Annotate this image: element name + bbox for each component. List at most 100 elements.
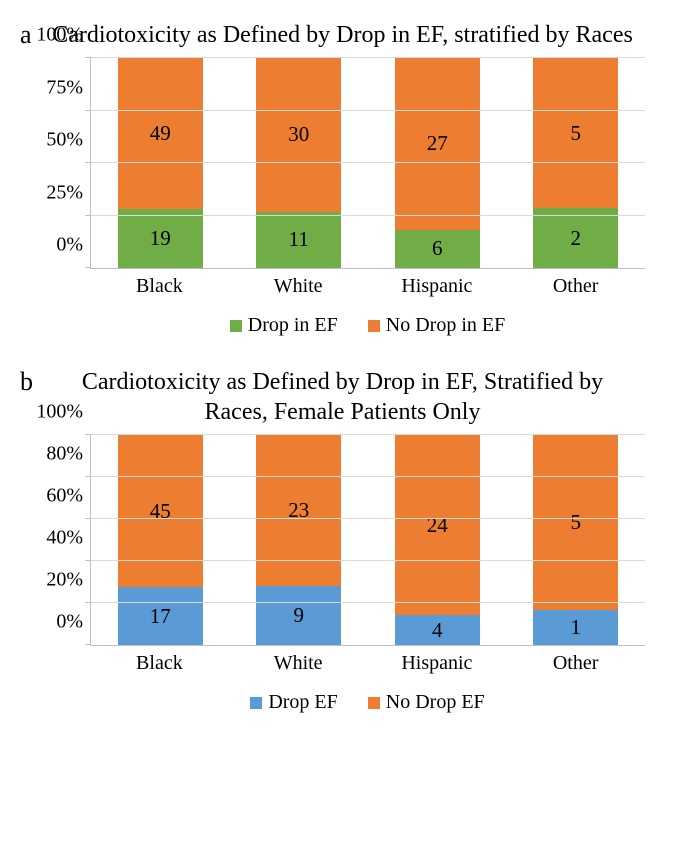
bar: 3011 [256, 58, 341, 268]
y-axis-label: 0% [56, 234, 91, 257]
bar-segment-bottom: 2 [533, 208, 618, 268]
bar-segment-bottom: 6 [395, 230, 480, 268]
bar: 244 [395, 435, 480, 645]
panel-b-bars: 451723924451 [91, 435, 645, 645]
y-axis-label: 20% [46, 569, 91, 592]
y-axis-label: 40% [46, 527, 91, 550]
y-axis-label: 100% [36, 24, 91, 47]
bar-segment-top: 24 [395, 435, 480, 615]
gridline [91, 518, 645, 519]
legend-item: No Drop EF [368, 691, 485, 714]
y-tick [85, 602, 91, 603]
bar: 51 [533, 435, 618, 645]
bar: 4517 [118, 435, 203, 645]
bar: 276 [395, 58, 480, 268]
legend-label: No Drop EF [386, 691, 485, 714]
gridline [91, 560, 645, 561]
bar-slot: 244 [376, 435, 498, 645]
y-tick [85, 476, 91, 477]
bar-slot: 239 [238, 435, 360, 645]
bar-segment-top: 5 [533, 58, 618, 208]
legend-label: Drop EF [268, 691, 337, 714]
y-tick [85, 267, 91, 268]
gridline [91, 434, 645, 435]
legend-swatch [250, 697, 262, 709]
legend-label: No Drop in EF [386, 314, 505, 337]
y-axis-label: 80% [46, 443, 91, 466]
legend-swatch [368, 697, 380, 709]
legend-swatch [368, 320, 380, 332]
y-axis-label: 60% [46, 485, 91, 508]
bar-segment-bottom: 9 [256, 586, 341, 645]
x-axis-label: White [237, 652, 359, 675]
y-tick [85, 57, 91, 58]
panel-a-plot-area: 4919301127652 0%25%50%75%100% [90, 58, 645, 269]
bar-slot: 276 [376, 58, 498, 268]
gridline [91, 162, 645, 163]
bar-segment-top: 27 [395, 58, 480, 230]
bar-segment-top: 49 [118, 58, 203, 209]
bar: 4919 [118, 58, 203, 268]
x-axis-label: White [237, 275, 359, 298]
bar-segment-top: 5 [533, 435, 618, 610]
x-axis-label: Hispanic [376, 275, 498, 298]
panel-b: b Cardiotoxicity as Defined by Drop in E… [20, 367, 665, 714]
panel-a-x-labels: Black White Hispanic Other [90, 275, 645, 298]
y-tick [85, 110, 91, 111]
y-tick [85, 644, 91, 645]
y-tick [85, 518, 91, 519]
panel-b-title: Cardiotoxicity as Defined by Drop in EF,… [50, 367, 665, 427]
panel-b-legend: Drop EF No Drop EF [90, 691, 645, 714]
y-tick [85, 434, 91, 435]
x-axis-label: Hispanic [376, 652, 498, 675]
bar-segment-bottom: 19 [118, 209, 203, 268]
bar-segment-bottom: 17 [118, 587, 203, 645]
bar-segment-bottom: 11 [256, 212, 341, 268]
x-axis-label: Black [98, 652, 220, 675]
bar-slot: 4517 [99, 435, 221, 645]
gridline [91, 110, 645, 111]
panel-b-chart: 451723924451 0%20%40%60%80%100% BlackWhi… [20, 435, 665, 714]
panel-a-legend: Drop in EF No Drop in EF [90, 314, 645, 337]
y-tick [85, 560, 91, 561]
panel-a-header: a Cardiotoxicity as Defined by Drop in E… [20, 20, 665, 50]
gridline [91, 476, 645, 477]
bar-segment-top: 30 [256, 58, 341, 212]
y-axis-label: 25% [46, 181, 91, 204]
x-axis-label: Other [515, 652, 637, 675]
bar-segment-top: 45 [118, 435, 203, 587]
bar-slot: 51 [515, 435, 637, 645]
panel-b-x-labels: Black White Hispanic Other [90, 652, 645, 675]
gridline [91, 602, 645, 603]
x-axis-label: Black [98, 275, 220, 298]
panel-b-letter: b [20, 367, 50, 397]
bar-slot: 3011 [238, 58, 360, 268]
panel-a: a Cardiotoxicity as Defined by Drop in E… [20, 20, 665, 337]
bar-segment-bottom: 4 [395, 615, 480, 645]
panel-a-chart: 4919301127652 0%25%50%75%100% BlackWhite… [20, 58, 665, 337]
panel-a-bars: 4919 3011 276 52 [91, 58, 645, 268]
panel-a-title: Cardiotoxicity as Defined by Drop in EF,… [50, 20, 665, 50]
y-tick [85, 215, 91, 216]
legend-label: Drop in EF [248, 314, 338, 337]
panel-b-plot-area: 451723924451 0%20%40%60%80%100% [90, 435, 645, 646]
x-axis-label: Other [515, 275, 637, 298]
y-axis-label: 50% [46, 129, 91, 152]
bar-slot: 52 [515, 58, 637, 268]
y-tick [85, 162, 91, 163]
legend-item: Drop in EF [230, 314, 338, 337]
bar-slot: 4919 [99, 58, 221, 268]
bar-segment-bottom: 1 [533, 610, 618, 645]
y-axis-label: 0% [56, 611, 91, 634]
bar-segment-top: 23 [256, 435, 341, 586]
legend-swatch [230, 320, 242, 332]
legend-item: No Drop in EF [368, 314, 505, 337]
y-axis-label: 75% [46, 76, 91, 99]
gridline [91, 215, 645, 216]
legend-item: Drop EF [250, 691, 337, 714]
gridline [91, 57, 645, 58]
y-axis-label: 100% [36, 401, 91, 424]
bar: 52 [533, 58, 618, 268]
bar: 239 [256, 435, 341, 645]
panel-b-header: b Cardiotoxicity as Defined by Drop in E… [20, 367, 665, 427]
